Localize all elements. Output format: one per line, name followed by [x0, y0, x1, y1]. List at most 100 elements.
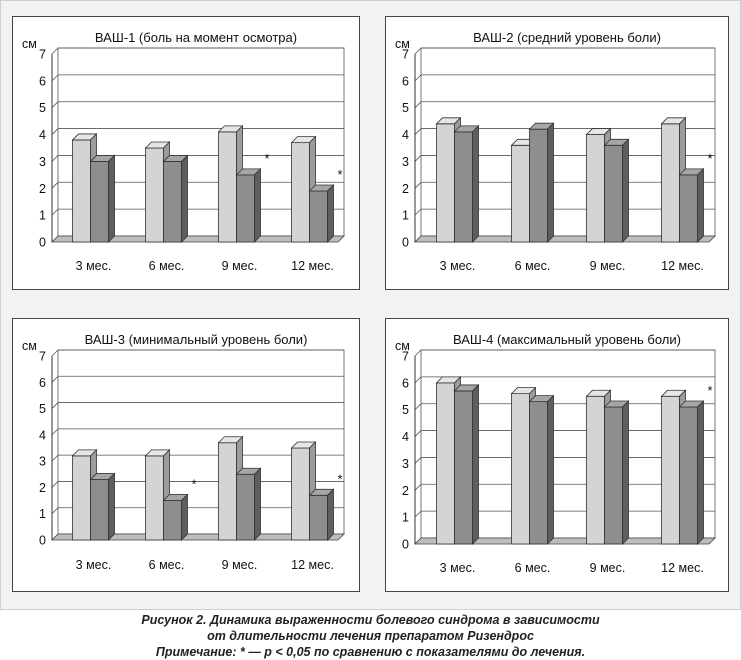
- y-tick-label: 4: [39, 428, 46, 442]
- bar-2-0: [218, 442, 237, 541]
- bar-0-1: [454, 131, 473, 243]
- y-tick-label: 5: [402, 101, 409, 115]
- bar-side-2-1: [622, 400, 629, 545]
- y-tick-label: 0: [39, 236, 46, 250]
- x-tick-label: 9 мес.: [222, 259, 258, 273]
- gridline-diagonal: [414, 74, 422, 82]
- gridline-diagonal: [51, 349, 59, 357]
- bar-3-1: [309, 494, 328, 541]
- y-tick-label: 6: [402, 74, 409, 88]
- x-tick-label: 12 мес.: [661, 259, 704, 273]
- bar-side-1-1: [181, 154, 188, 243]
- bar-side-3-1: [697, 167, 704, 243]
- x-tick-label: 6 мес.: [149, 558, 185, 572]
- y-tick-label: 1: [39, 507, 46, 521]
- gridline-diagonal: [51, 74, 59, 82]
- y-axis-label: см: [22, 339, 37, 353]
- bar-side-3-1: [327, 184, 334, 243]
- y-tick-label: 0: [402, 538, 409, 552]
- y-axis-label: см: [395, 37, 410, 51]
- bar-side-1-1: [547, 122, 554, 243]
- bar-3-0: [661, 123, 680, 243]
- y-tick-label: 5: [39, 402, 46, 416]
- significance-marker: *: [708, 383, 713, 398]
- bar-0-0: [436, 123, 455, 243]
- y-tick-label: 7: [402, 48, 409, 62]
- significance-marker: *: [338, 471, 343, 486]
- y-tick-label: 3: [402, 155, 409, 169]
- bar-0-0: [72, 455, 91, 541]
- gridline-diagonal: [414, 128, 422, 135]
- gridline-diagonal: [51, 402, 59, 409]
- caption-line-1: Рисунок 2. Динамика выраженности болевог…: [141, 613, 600, 627]
- x-tick-label: 6 мес.: [515, 259, 551, 273]
- bar-1-0: [511, 393, 530, 545]
- bar-side-2-1: [254, 167, 261, 243]
- bar-0-0: [436, 382, 455, 545]
- bar-1-0: [145, 147, 164, 243]
- bar-side-2-1: [622, 138, 629, 243]
- bar-0-1: [90, 479, 109, 541]
- bar-1-1: [163, 500, 182, 541]
- gridline-diagonal: [51, 481, 59, 488]
- caption-line-3: Примечание: * — p < 0,05 по сравнению с …: [155, 645, 586, 659]
- bar-side-1-1: [181, 493, 188, 541]
- bar-side-0-1: [472, 124, 479, 243]
- gridline-diagonal: [51, 47, 59, 55]
- x-tick-label: 3 мес.: [76, 558, 112, 572]
- gridline-diagonal: [414, 403, 422, 410]
- gridline-diagonal: [51, 155, 59, 162]
- bar-0-0: [72, 139, 91, 243]
- bar-side-2-1: [254, 467, 261, 541]
- gridline-diagonal: [51, 101, 59, 108]
- bar-2-0: [218, 131, 237, 243]
- y-tick-label: 2: [39, 182, 46, 196]
- x-tick-label: 9 мес.: [222, 558, 258, 572]
- chart-panel-vash-1: 0 1 2 3 4 5 6 7см ВАШ-1 (боль на момент осмотра)…: [12, 16, 360, 290]
- y-tick-label: 5: [402, 403, 409, 417]
- bar-3-1: [679, 174, 698, 243]
- y-tick-label: 0: [39, 534, 46, 548]
- y-tick-label: 6: [39, 74, 46, 88]
- y-tick-label: 0: [402, 236, 409, 250]
- bar-3-1: [679, 406, 698, 545]
- significance-marker: *: [265, 151, 270, 166]
- bar-1-1: [529, 401, 548, 545]
- y-axis-label: см: [395, 339, 410, 353]
- bar-2-0: [586, 395, 605, 545]
- x-tick-label: 3 мес.: [440, 561, 476, 575]
- chart-panel-vash-3: 0 1 2 3 4 5 6 7см ВАШ-3 (минимальный уровень бол…: [12, 318, 360, 592]
- figure-caption: Рисунок 2. Динамика выраженности болевог…: [0, 612, 741, 660]
- x-tick-label: 9 мес.: [590, 259, 626, 273]
- y-tick-label: 2: [402, 484, 409, 498]
- gridline-diagonal: [414, 510, 422, 518]
- x-tick-label: 12 мес.: [661, 561, 704, 575]
- bar-3-0: [661, 395, 680, 545]
- y-tick-label: 2: [39, 481, 46, 495]
- bar-1-0: [511, 144, 530, 243]
- gridline-diagonal: [414, 430, 422, 437]
- bar-2-1: [604, 406, 623, 545]
- y-tick-label: 5: [39, 101, 46, 115]
- bar-1-0: [145, 455, 164, 541]
- bar-0-1: [90, 161, 109, 243]
- bar-2-0: [586, 134, 605, 243]
- chart-title: ВАШ-4 (максимальный уровень боли): [453, 332, 681, 347]
- gridline-diagonal: [51, 208, 59, 216]
- gridline-diagonal: [51, 507, 59, 514]
- bar-3-0: [291, 447, 310, 541]
- gridline-diagonal: [51, 128, 59, 135]
- bar-side-0-1: [472, 383, 479, 545]
- gridline-diagonal: [414, 47, 422, 55]
- gridline-diagonal: [414, 208, 422, 216]
- gridline-diagonal: [414, 101, 422, 108]
- gridline-diagonal: [414, 484, 422, 491]
- chart-panel-vash-4: 0 1 2 3 4 5 6 7см ВАШ-4 (максимальный уровень бо…: [385, 318, 729, 592]
- chart-title: ВАШ-1 (боль на момент осмотра): [95, 30, 297, 45]
- chart-title: ВАШ-3 (минимальный уровень боли): [85, 332, 308, 347]
- gridline-diagonal: [414, 182, 422, 189]
- y-tick-label: 3: [39, 155, 46, 169]
- y-tick-label: 1: [39, 209, 46, 223]
- x-tick-label: 3 мес.: [440, 259, 476, 273]
- y-tick-label: 3: [402, 457, 409, 471]
